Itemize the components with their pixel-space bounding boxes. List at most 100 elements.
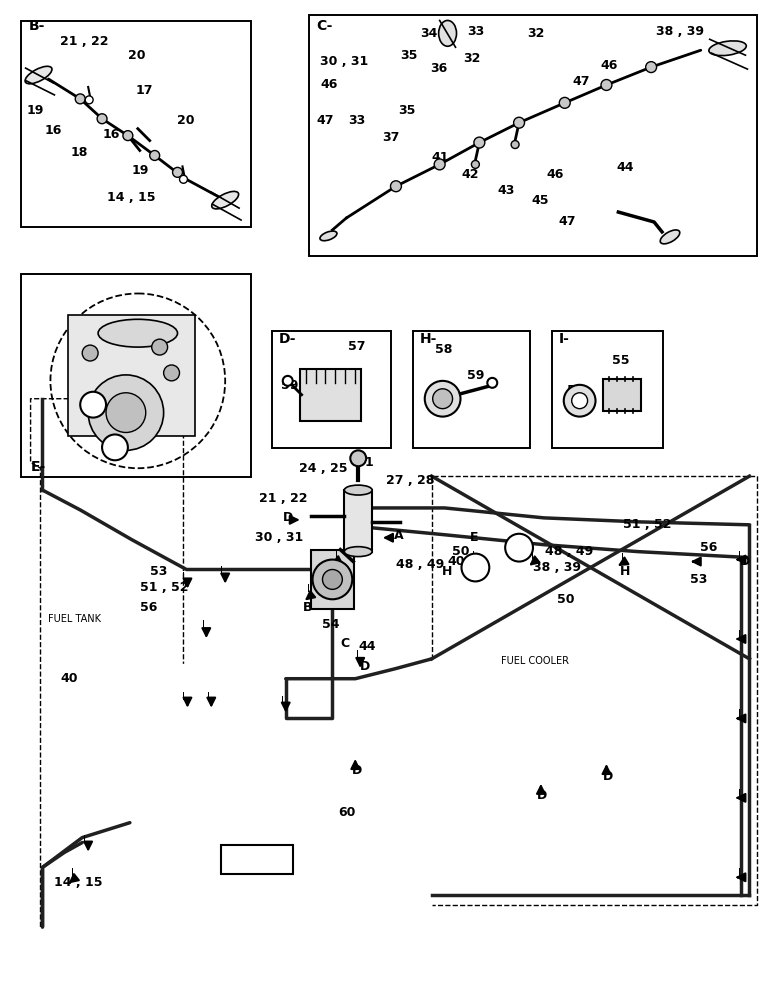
Ellipse shape	[344, 485, 372, 495]
Circle shape	[322, 570, 342, 589]
Text: I: I	[182, 692, 185, 702]
Text: 33: 33	[349, 114, 366, 127]
Text: I: I	[307, 584, 310, 594]
Circle shape	[601, 80, 612, 90]
Circle shape	[75, 94, 85, 104]
Circle shape	[462, 554, 489, 581]
Text: 46: 46	[321, 78, 338, 91]
Text: C: C	[340, 637, 349, 650]
Text: 51 , 52: 51 , 52	[140, 581, 188, 594]
Circle shape	[513, 117, 524, 128]
Text: B-: B-	[29, 19, 45, 33]
Text: E: E	[470, 531, 478, 544]
Text: H-: H-	[420, 332, 437, 346]
Bar	[551, 331, 663, 448]
Circle shape	[313, 560, 353, 599]
Bar	[272, 331, 391, 448]
Bar	[20, 274, 251, 477]
Text: G: G	[88, 398, 98, 411]
Bar	[344, 490, 372, 552]
Text: 40: 40	[60, 672, 78, 685]
Text: 19: 19	[132, 164, 149, 177]
Circle shape	[283, 376, 292, 386]
Circle shape	[474, 137, 485, 148]
Circle shape	[391, 181, 402, 192]
Text: D: D	[537, 789, 548, 802]
Text: 38 , 39: 38 , 39	[533, 561, 581, 574]
Text: D: D	[353, 764, 363, 777]
Bar	[310, 550, 354, 609]
Circle shape	[505, 534, 533, 562]
Text: 59: 59	[467, 369, 485, 382]
Text: 32: 32	[527, 27, 544, 40]
Text: D: D	[602, 770, 613, 783]
Text: F: F	[112, 441, 119, 454]
Text: FUEL TANK: FUEL TANK	[48, 614, 101, 624]
Text: G: G	[470, 561, 480, 574]
Text: 30 , 31: 30 , 31	[255, 531, 303, 544]
Text: 44: 44	[616, 161, 634, 174]
Text: H: H	[620, 565, 631, 578]
Text: 58: 58	[434, 343, 452, 356]
Text: FUEL COOLER: FUEL COOLER	[502, 656, 569, 666]
Circle shape	[106, 393, 146, 432]
Text: F: F	[516, 541, 523, 554]
Text: D-: D-	[278, 332, 296, 346]
Text: 60: 60	[339, 806, 356, 819]
Ellipse shape	[709, 41, 746, 56]
Text: 32: 32	[463, 52, 480, 65]
Text: I: I	[621, 553, 624, 563]
Bar	[69, 315, 196, 436]
Text: H: H	[441, 565, 452, 578]
Circle shape	[123, 131, 133, 141]
Circle shape	[572, 393, 587, 409]
Circle shape	[433, 389, 452, 409]
Text: 30 , 31: 30 , 31	[321, 55, 369, 68]
Circle shape	[564, 385, 595, 417]
Text: 14 , 15: 14 , 15	[55, 876, 103, 889]
Text: 24 , 25: 24 , 25	[299, 462, 347, 475]
Text: 33: 33	[467, 25, 484, 38]
Ellipse shape	[320, 231, 337, 241]
Text: 41: 41	[431, 151, 449, 164]
Circle shape	[488, 378, 497, 388]
Text: 21 , 22: 21 , 22	[259, 492, 307, 505]
Circle shape	[350, 450, 366, 466]
Circle shape	[179, 175, 187, 183]
Text: I: I	[282, 696, 284, 706]
Text: D: D	[283, 511, 293, 524]
Text: 18: 18	[70, 146, 87, 159]
Text: 50: 50	[557, 593, 574, 606]
Text: I-: I-	[558, 332, 569, 346]
Circle shape	[85, 96, 93, 104]
Text: I: I	[531, 551, 534, 561]
Text: 51 , 52: 51 , 52	[623, 518, 672, 531]
Text: I: I	[738, 789, 741, 799]
Circle shape	[164, 365, 179, 381]
Bar	[20, 21, 251, 227]
Text: 56: 56	[567, 384, 584, 397]
Text: I: I	[71, 868, 74, 878]
Ellipse shape	[438, 20, 456, 46]
Text: 40: 40	[448, 555, 465, 568]
Text: I: I	[335, 551, 338, 561]
Bar	[222, 845, 292, 874]
Circle shape	[646, 62, 657, 73]
Text: 47: 47	[573, 75, 590, 88]
Bar	[309, 15, 757, 256]
Text: I: I	[738, 868, 741, 878]
Text: I: I	[220, 566, 223, 576]
Text: A: A	[394, 529, 403, 542]
Text: 47: 47	[558, 215, 576, 228]
Text: E-: E-	[30, 460, 46, 474]
Text: 43: 43	[497, 184, 515, 197]
Text: FRONT: FRONT	[240, 854, 274, 864]
Text: 56: 56	[700, 541, 717, 554]
Text: 44: 44	[358, 640, 376, 653]
Circle shape	[150, 151, 160, 160]
Text: 50: 50	[452, 545, 469, 558]
Text: 37: 37	[382, 131, 399, 144]
Bar	[413, 331, 530, 448]
Text: 48 , 49: 48 , 49	[545, 545, 593, 558]
Text: I: I	[738, 630, 741, 640]
